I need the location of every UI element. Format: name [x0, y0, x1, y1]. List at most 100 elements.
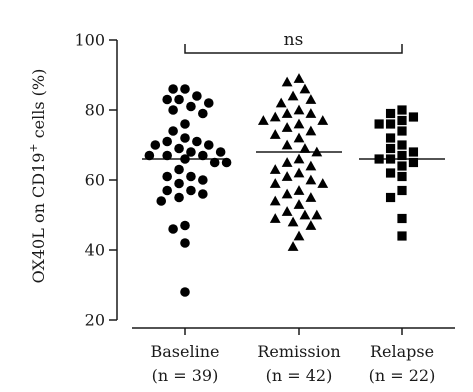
baseline-point: [221, 157, 232, 168]
baseline-point: [203, 98, 214, 108]
y-tick-labels: 20 40 60 80 100: [74, 31, 105, 330]
y-axis: [109, 39, 118, 321]
baseline-point: [192, 136, 202, 147]
relapse-point: [408, 112, 419, 122]
remission-point: [269, 213, 281, 223]
baseline-point: [168, 224, 178, 234]
baseline-point: [215, 147, 226, 157]
remission-point: [299, 83, 311, 94]
relapse-point: [385, 119, 396, 129]
y-tick-label-60: 60: [85, 171, 105, 190]
remission-point: [269, 178, 281, 188]
remission-point: [293, 73, 305, 83]
remission-point: [281, 122, 293, 132]
relapse-point: [385, 154, 396, 164]
baseline-point: [186, 185, 196, 196]
baseline-point: [162, 136, 172, 147]
y-axis-label-superscript: +: [27, 143, 40, 152]
y-tick-label-40: 40: [85, 241, 105, 260]
baseline-point: [180, 133, 190, 143]
remission-point: [317, 178, 329, 188]
baseline-point: [186, 171, 196, 182]
relapse-point: [397, 105, 407, 115]
remission-point: [281, 188, 293, 199]
x-label-relapse: Relapse: [370, 342, 434, 361]
baseline-point: [180, 220, 190, 231]
remission-point: [269, 195, 281, 206]
x-n-label-remission: (n = 42): [266, 366, 333, 385]
baseline-point: [198, 175, 208, 185]
relapse-point: [397, 150, 407, 161]
remission-point: [305, 108, 317, 118]
remission-point: [293, 104, 305, 115]
baseline-point: [168, 84, 178, 94]
baseline-point: [198, 189, 208, 199]
relapse-point: [408, 147, 419, 157]
x-label-remission: Remission: [257, 342, 340, 361]
baseline-point: [174, 178, 184, 189]
remission-point: [281, 206, 293, 216]
remission-point: [299, 209, 311, 220]
remission-point: [293, 185, 305, 195]
baseline-point: [198, 108, 208, 119]
remission-point: [269, 164, 281, 174]
relapse-point: [397, 115, 407, 126]
remission-point: [269, 129, 281, 139]
remission-point: [311, 146, 323, 157]
relapse-point: [385, 133, 396, 143]
relapse-point: [385, 168, 396, 178]
relapse-point: [397, 126, 407, 136]
baseline-point: [174, 143, 184, 154]
baseline-point: [186, 147, 196, 157]
remission-point: [293, 230, 305, 241]
remission-point: [293, 132, 305, 143]
relapse-point: [397, 171, 407, 182]
remission-point: [317, 115, 329, 125]
remission-point: [305, 174, 317, 185]
relapse-point: [374, 119, 384, 129]
relapse-point: [408, 157, 419, 168]
significance-bracket: [184, 44, 403, 54]
baseline-point: [174, 94, 184, 105]
remission-point: [281, 157, 293, 167]
baseline-point: [203, 140, 214, 150]
remission-point: [281, 171, 293, 181]
relapse-point: [397, 231, 407, 241]
relapse-point: [397, 140, 407, 150]
y-axis-label-main: OX40L on CD19: [29, 153, 48, 284]
remission-point: [257, 115, 269, 125]
baseline-point: [180, 84, 190, 94]
baseline-point: [192, 91, 202, 101]
relapse-point: [397, 161, 407, 171]
remission-point: [305, 192, 317, 202]
baseline-point: [162, 185, 172, 196]
x-category-labels: Baseline (n = 39) Remission (n = 42) Relapse…: [151, 342, 436, 385]
baseline-point: [180, 287, 190, 297]
y-axis-label-suffix: cells (%): [29, 69, 48, 144]
baseline-point: [180, 119, 190, 129]
remission-point: [287, 90, 299, 101]
remission-point: [293, 118, 305, 129]
remission-point: [287, 241, 299, 251]
remission-point: [287, 216, 299, 227]
remission-point: [305, 94, 317, 104]
remission-point: [293, 199, 305, 209]
baseline-point: [186, 101, 196, 112]
x-n-label-baseline: (n = 39): [152, 366, 219, 385]
baseline-point: [180, 154, 190, 164]
remission-point: [281, 139, 293, 150]
baseline-point: [162, 150, 172, 161]
remission-point: [293, 153, 305, 164]
remission-point: [281, 76, 293, 87]
bracket-line: [184, 44, 403, 54]
significance-annotation: ns: [284, 30, 304, 50]
baseline-point: [198, 150, 208, 161]
x-axis: [132, 327, 455, 335]
x-n-label-relapse: (n = 22): [369, 366, 436, 385]
y-tick-label-100: 100: [74, 31, 105, 50]
relapse-point: [385, 192, 396, 203]
relapse-point: [374, 154, 384, 164]
remission-point: [299, 143, 311, 153]
relapse-point: [397, 213, 407, 224]
